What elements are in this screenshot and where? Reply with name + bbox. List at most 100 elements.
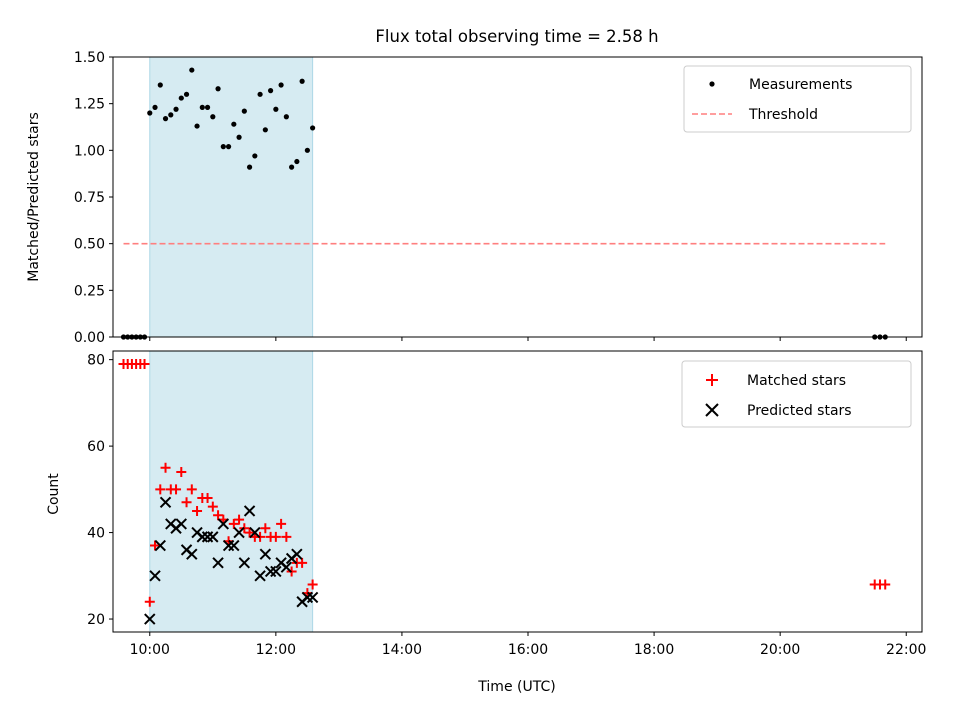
top-y-tick-label: 0.50 (74, 237, 105, 253)
top-y-tick-label: 1.00 (74, 143, 105, 159)
matched-star-point (276, 518, 287, 529)
measurement-point (168, 112, 174, 118)
measurement-point (278, 82, 284, 88)
measurement-point (204, 104, 211, 110)
top-y-axis-label: Matched/Predicted stars (26, 112, 42, 282)
legend-matched-marker (706, 374, 718, 386)
x-tick-label: 16:00 (508, 642, 548, 658)
measurement-point (262, 127, 268, 133)
matched-star-point (171, 484, 182, 495)
matched-star-point (213, 510, 224, 521)
bottom-panel: 10:00 12:00 14:00 16:00 18:00 20:00 22:00 20 40 6… (46, 350, 926, 695)
bottom-y-tick-label: 20 (87, 612, 105, 628)
measurement-point (310, 125, 316, 131)
measurement-point (236, 134, 242, 140)
bottom-axis-ticks: 10:00 12:00 14:00 16:00 18:00 20:00 22:00 20 40 6… (87, 353, 926, 658)
matched-star-point (260, 523, 271, 534)
predicted-star-point (228, 539, 240, 552)
observing-interval-band (149, 56, 314, 338)
bottom-y-axis-label: Count (46, 473, 62, 515)
matched-star-point (181, 497, 192, 508)
measurement-point (283, 114, 289, 120)
bottom-y-tick-label: 80 (87, 353, 105, 369)
measurement-point (299, 78, 305, 84)
x-tick-label: 20:00 (760, 642, 800, 658)
matched-star-point (307, 579, 318, 590)
top-legend-box (683, 65, 912, 133)
predicted-star-point (207, 531, 219, 543)
predicted-star-point (259, 548, 272, 560)
x-tick-label: 10:00 (130, 642, 170, 658)
measurement-point (215, 86, 221, 92)
measurement-point (257, 91, 263, 97)
matched-star-point (297, 557, 308, 568)
top-y-tick-label: 1.50 (74, 50, 105, 66)
matched-star-point (155, 484, 166, 495)
measurement-point (199, 104, 205, 110)
predicted-star-point (291, 548, 303, 560)
matched-star-point (144, 596, 155, 607)
top-y-tick-label: 0.75 (74, 190, 105, 206)
bottom-legend: Matched stars Predicted stars (681, 360, 912, 428)
matched-star-point (176, 467, 187, 478)
x-tick-label: 14:00 (382, 642, 422, 658)
matched-star-point (186, 484, 197, 495)
legend-threshold-label: Threshold (748, 107, 818, 123)
predicted-star-point (186, 548, 198, 560)
predicted-star-point (306, 591, 319, 604)
predicted-star-point (217, 518, 230, 530)
legend-predicted-label: Predicted stars (747, 403, 852, 419)
measurement-point (183, 91, 190, 97)
predicted-star-point (254, 570, 266, 582)
top-plot-area (120, 67, 888, 340)
measurement-point (147, 110, 153, 116)
bottom-y-tick-label: 40 (87, 526, 105, 542)
measurement-point (225, 144, 232, 150)
top-axes-frame (112, 56, 923, 338)
measurement-point (273, 106, 279, 112)
matched-star-point (160, 462, 171, 473)
legend-measurements-marker (709, 81, 715, 87)
matched-star-point (228, 518, 239, 529)
predicted-star-point (233, 526, 245, 539)
predicted-star-point (243, 505, 256, 517)
legend-matched-label: Matched stars (747, 373, 846, 389)
matched-star-point (139, 358, 150, 369)
predicted-star-point (149, 570, 161, 582)
bottom-legend-box (681, 360, 912, 428)
predicted-star-point (159, 496, 172, 509)
predicted-star-point (154, 539, 166, 552)
observing-interval-shade-top (149, 56, 314, 338)
matched-star-point (244, 527, 255, 538)
x-tick-label: 18:00 (634, 642, 674, 658)
measurement-point (231, 121, 237, 127)
observing-interval-shade-bottom (149, 350, 314, 633)
x-tick-label: 12:00 (256, 642, 296, 658)
measurement-point (252, 153, 258, 159)
matched-star-point (192, 505, 203, 516)
measurement-point (289, 164, 295, 170)
top-panel: 0.00 0.25 0.50 0.75 1.00 1.25 1.50 Matched/Pre… (26, 50, 923, 346)
chart-title: Flux total observing time = 2.58 h (375, 27, 658, 46)
measurement-point (241, 108, 247, 114)
measurement-point (178, 95, 184, 101)
legend-predicted-marker (705, 403, 719, 417)
legend-measurements-label: Measurements (749, 77, 852, 93)
measurement-point (162, 116, 169, 122)
measurement-point (267, 88, 274, 94)
predicted-star-point (212, 557, 224, 569)
predicted-star-point (249, 526, 261, 539)
measurement-point (173, 106, 179, 112)
bottom-plot-area (118, 358, 891, 625)
top-y-tick-label: 0.00 (74, 330, 105, 346)
measurement-point (220, 144, 226, 150)
predicted-star-point (175, 518, 187, 530)
matched-star-point (270, 531, 281, 542)
predicted-star-point (238, 557, 251, 569)
measurement-point (294, 158, 300, 165)
predicted-star-point (144, 613, 156, 625)
measurement-point (189, 67, 195, 73)
top-y-tick-label: 0.25 (74, 283, 105, 299)
measurement-point (210, 114, 216, 120)
